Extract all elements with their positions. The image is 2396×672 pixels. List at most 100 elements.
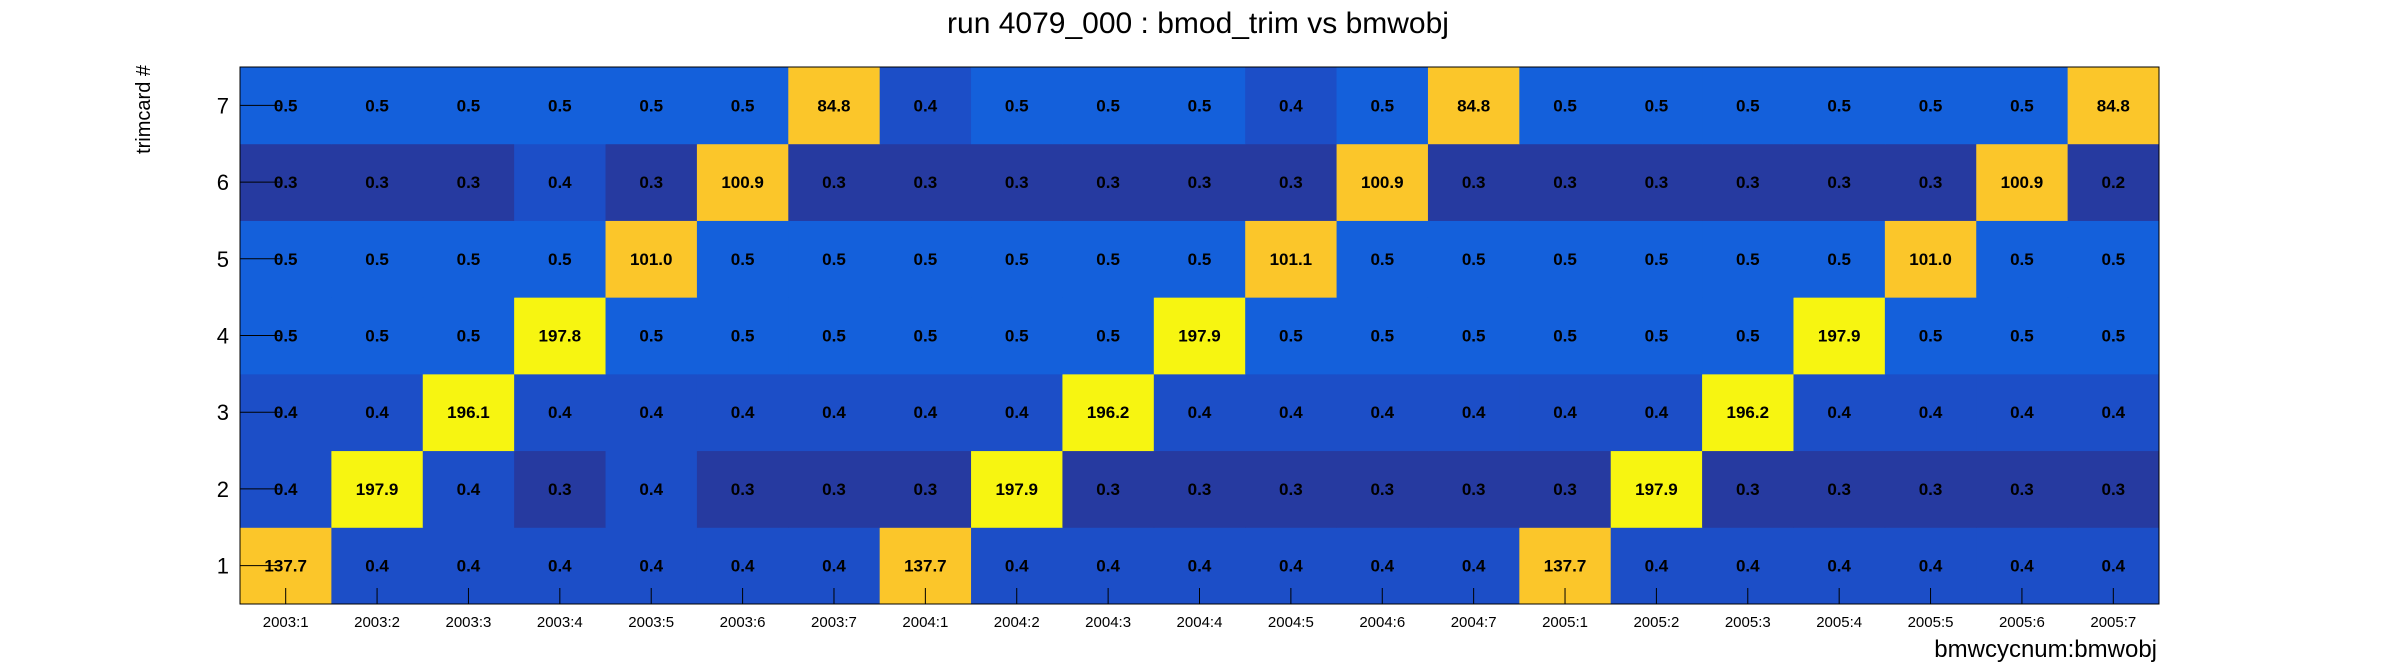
heatmap-cell [514,220,607,298]
x-tick-label: 2005:6 [1999,614,2045,631]
heatmap-cell [1702,450,1794,528]
y-tick-label: 3 [217,400,229,425]
heatmap-cell [605,67,698,145]
heatmap-cell [696,220,789,298]
y-axis-label: trimcard # [133,64,155,154]
heatmap-cell [514,297,607,375]
cell-value-label: 0.5 [822,327,846,346]
cell-value-label: 0.4 [548,403,572,422]
heatmap-cell [1610,297,1703,375]
heatmap-cell [1153,220,1246,298]
cell-value-label: 0.5 [2101,250,2125,269]
heatmap-cell [1336,220,1429,298]
heatmap-cell [788,373,881,452]
cell-value-label: 0.3 [457,173,481,192]
cell-value-label: 0.3 [1553,480,1577,499]
heatmap-cell [1702,143,1794,221]
heatmap-cell [971,297,1063,375]
cell-value-label: 0.5 [1188,96,1212,115]
heatmap-cell [1519,373,1612,452]
cell-value-label: 0.5 [731,96,755,115]
cell-value-label: 0.4 [365,557,389,576]
heatmap-cell [879,373,972,452]
cell-value-label: 0.4 [822,403,846,422]
cell-value-label: 0.5 [1462,250,1486,269]
cell-value-label: 0.5 [1096,250,1120,269]
heatmap-cell [422,373,515,452]
heatmap-cell [2067,220,2160,298]
heatmap-cell [1610,450,1703,528]
cell-value-label: 196.2 [1087,403,1130,422]
cell-value-label: 0.5 [639,327,663,346]
heatmap-cell [331,67,424,145]
cell-value-label: 0.3 [1462,173,1486,192]
cell-value-label: 137.7 [904,557,947,576]
heatmap-cell [514,67,607,145]
cell-value-label: 0.4 [1736,557,1760,576]
cell-value-label: 197.9 [356,480,399,499]
cell-value-label: 0.3 [914,480,938,499]
cell-value-label: 0.3 [1370,480,1394,499]
heatmap-cell [1427,450,1520,528]
cell-value-label: 0.5 [548,96,572,115]
cell-value-label: 0.4 [731,557,755,576]
heatmap-cell [788,143,881,221]
cell-value-label: 0.4 [1279,557,1303,576]
x-tick-label: 2004:1 [902,614,948,631]
heatmap-cell [1976,297,2069,375]
heatmap-cell [1336,297,1429,375]
cell-value-label: 0.3 [1279,480,1303,499]
heatmap-cell [1153,297,1246,375]
cell-value-label: 0.2 [2101,173,2125,192]
cell-value-label: 0.3 [2101,480,2125,499]
chart-title: run 4079_000 : bmod_trim vs bmwobj [947,7,1449,40]
heatmap-cell [2067,67,2160,145]
heatmap-cell [1610,67,1703,145]
heatmap-cell [1245,297,1338,375]
heatmap-cell [1519,450,1612,528]
cell-value-label: 0.5 [1919,96,1943,115]
heatmap-cell [1062,67,1155,145]
heatmap-cell [1062,373,1155,452]
heatmap-cell [971,373,1063,452]
heatmap-cell [788,450,881,528]
heatmap-cell [1884,220,1977,298]
cell-value-label: 0.5 [1736,250,1760,269]
heatmap-cell [696,450,789,528]
cell-value-label: 0.5 [1370,96,1394,115]
heatmap-cell [696,143,789,221]
cell-value-label: 0.4 [1919,557,1943,576]
cell-value-label: 0.5 [914,250,938,269]
x-tick-label: 2004:3 [1085,614,1131,631]
cell-value-label: 84.8 [1457,96,1490,115]
cell-value-label: 0.3 [1827,480,1851,499]
heatmap-cell [1976,67,2069,145]
heatmap-cell [2067,373,2160,452]
x-tick-label: 2004:4 [1177,614,1223,631]
cell-value-label: 0.4 [1919,403,1943,422]
y-tick-label: 2 [217,477,229,502]
cell-value-label: 0.5 [1645,327,1669,346]
cell-value-label: 0.4 [822,557,846,576]
heatmap-cell [605,373,698,452]
cell-value-label: 0.3 [548,480,572,499]
cell-value-label: 0.4 [1827,557,1851,576]
heatmap-cell [1245,143,1338,221]
heatmap-cell [696,373,789,452]
cell-value-label: 0.3 [914,173,938,192]
heatmap-cell [331,450,424,528]
heatmap-cell [971,450,1063,528]
cell-value-label: 0.3 [822,173,846,192]
heatmap-cell [1610,220,1703,298]
cell-value-label: 0.5 [1645,250,1669,269]
x-tick-label: 2005:1 [1542,614,1588,631]
heatmap-cell [1062,450,1155,528]
cell-value-label: 0.4 [914,96,938,115]
cell-value-label: 0.5 [731,327,755,346]
cell-value-label: 0.4 [1645,557,1669,576]
cell-value-label: 0.3 [274,173,298,192]
cell-value-label: 0.3 [1827,173,1851,192]
cell-value-label: 0.5 [1553,96,1577,115]
heatmap-cell [605,220,698,298]
